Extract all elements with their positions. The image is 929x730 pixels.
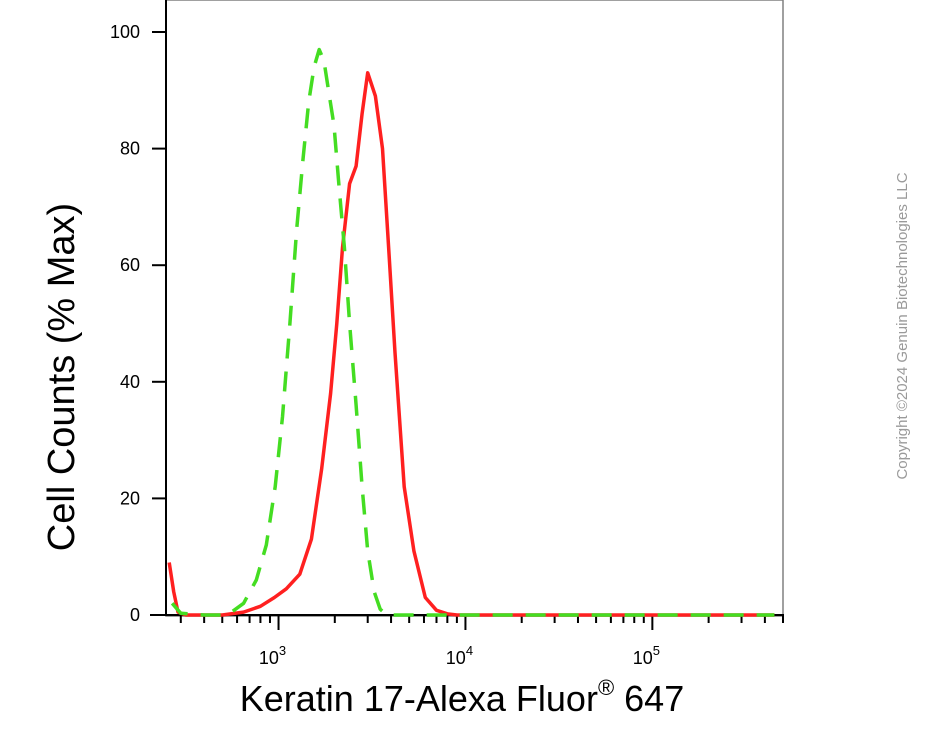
x-tick-exponent: 5 bbox=[653, 643, 660, 658]
y-axis-title: Cell Counts (% Max) bbox=[41, 203, 83, 551]
x-tick-label: 103 bbox=[259, 643, 286, 668]
x-tick-exponent: 3 bbox=[279, 643, 286, 658]
sample-solid-series-line bbox=[167, 71, 775, 617]
x-axis-title-main: Keratin 17-Alexa Fluor bbox=[240, 678, 598, 719]
x-tick-exponent: 4 bbox=[466, 643, 473, 658]
control-dashed-series-line bbox=[170, 47, 775, 617]
x-axis-ticks: 103 104 105 bbox=[179, 615, 784, 668]
x-tick-base: 10 bbox=[446, 648, 466, 668]
y-tick-label: 60 bbox=[120, 255, 140, 275]
x-axis-title: Keratin 17-Alexa Fluor® 647 bbox=[240, 675, 684, 719]
y-axis-ticks: 0 20 40 60 80 100 bbox=[110, 22, 166, 625]
copyright-watermark: Copyright ©2024 Genuin Biotechnologies L… bbox=[894, 172, 911, 479]
y-tick-label: 40 bbox=[120, 372, 140, 392]
x-tick-label: 104 bbox=[446, 643, 473, 668]
x-axis-title-registered: ® bbox=[598, 675, 614, 700]
x-tick-base: 10 bbox=[633, 648, 653, 668]
x-axis-title-tail: 647 bbox=[614, 678, 684, 719]
x-tick-label: 105 bbox=[633, 643, 660, 668]
y-tick-label: 0 bbox=[130, 605, 140, 625]
y-tick-label: 80 bbox=[120, 139, 140, 159]
plot-frame bbox=[165, 0, 784, 617]
y-tick-label: 20 bbox=[120, 488, 140, 508]
series-layer bbox=[167, 47, 775, 617]
y-tick-label: 100 bbox=[110, 22, 140, 42]
x-tick-base: 10 bbox=[259, 648, 279, 668]
